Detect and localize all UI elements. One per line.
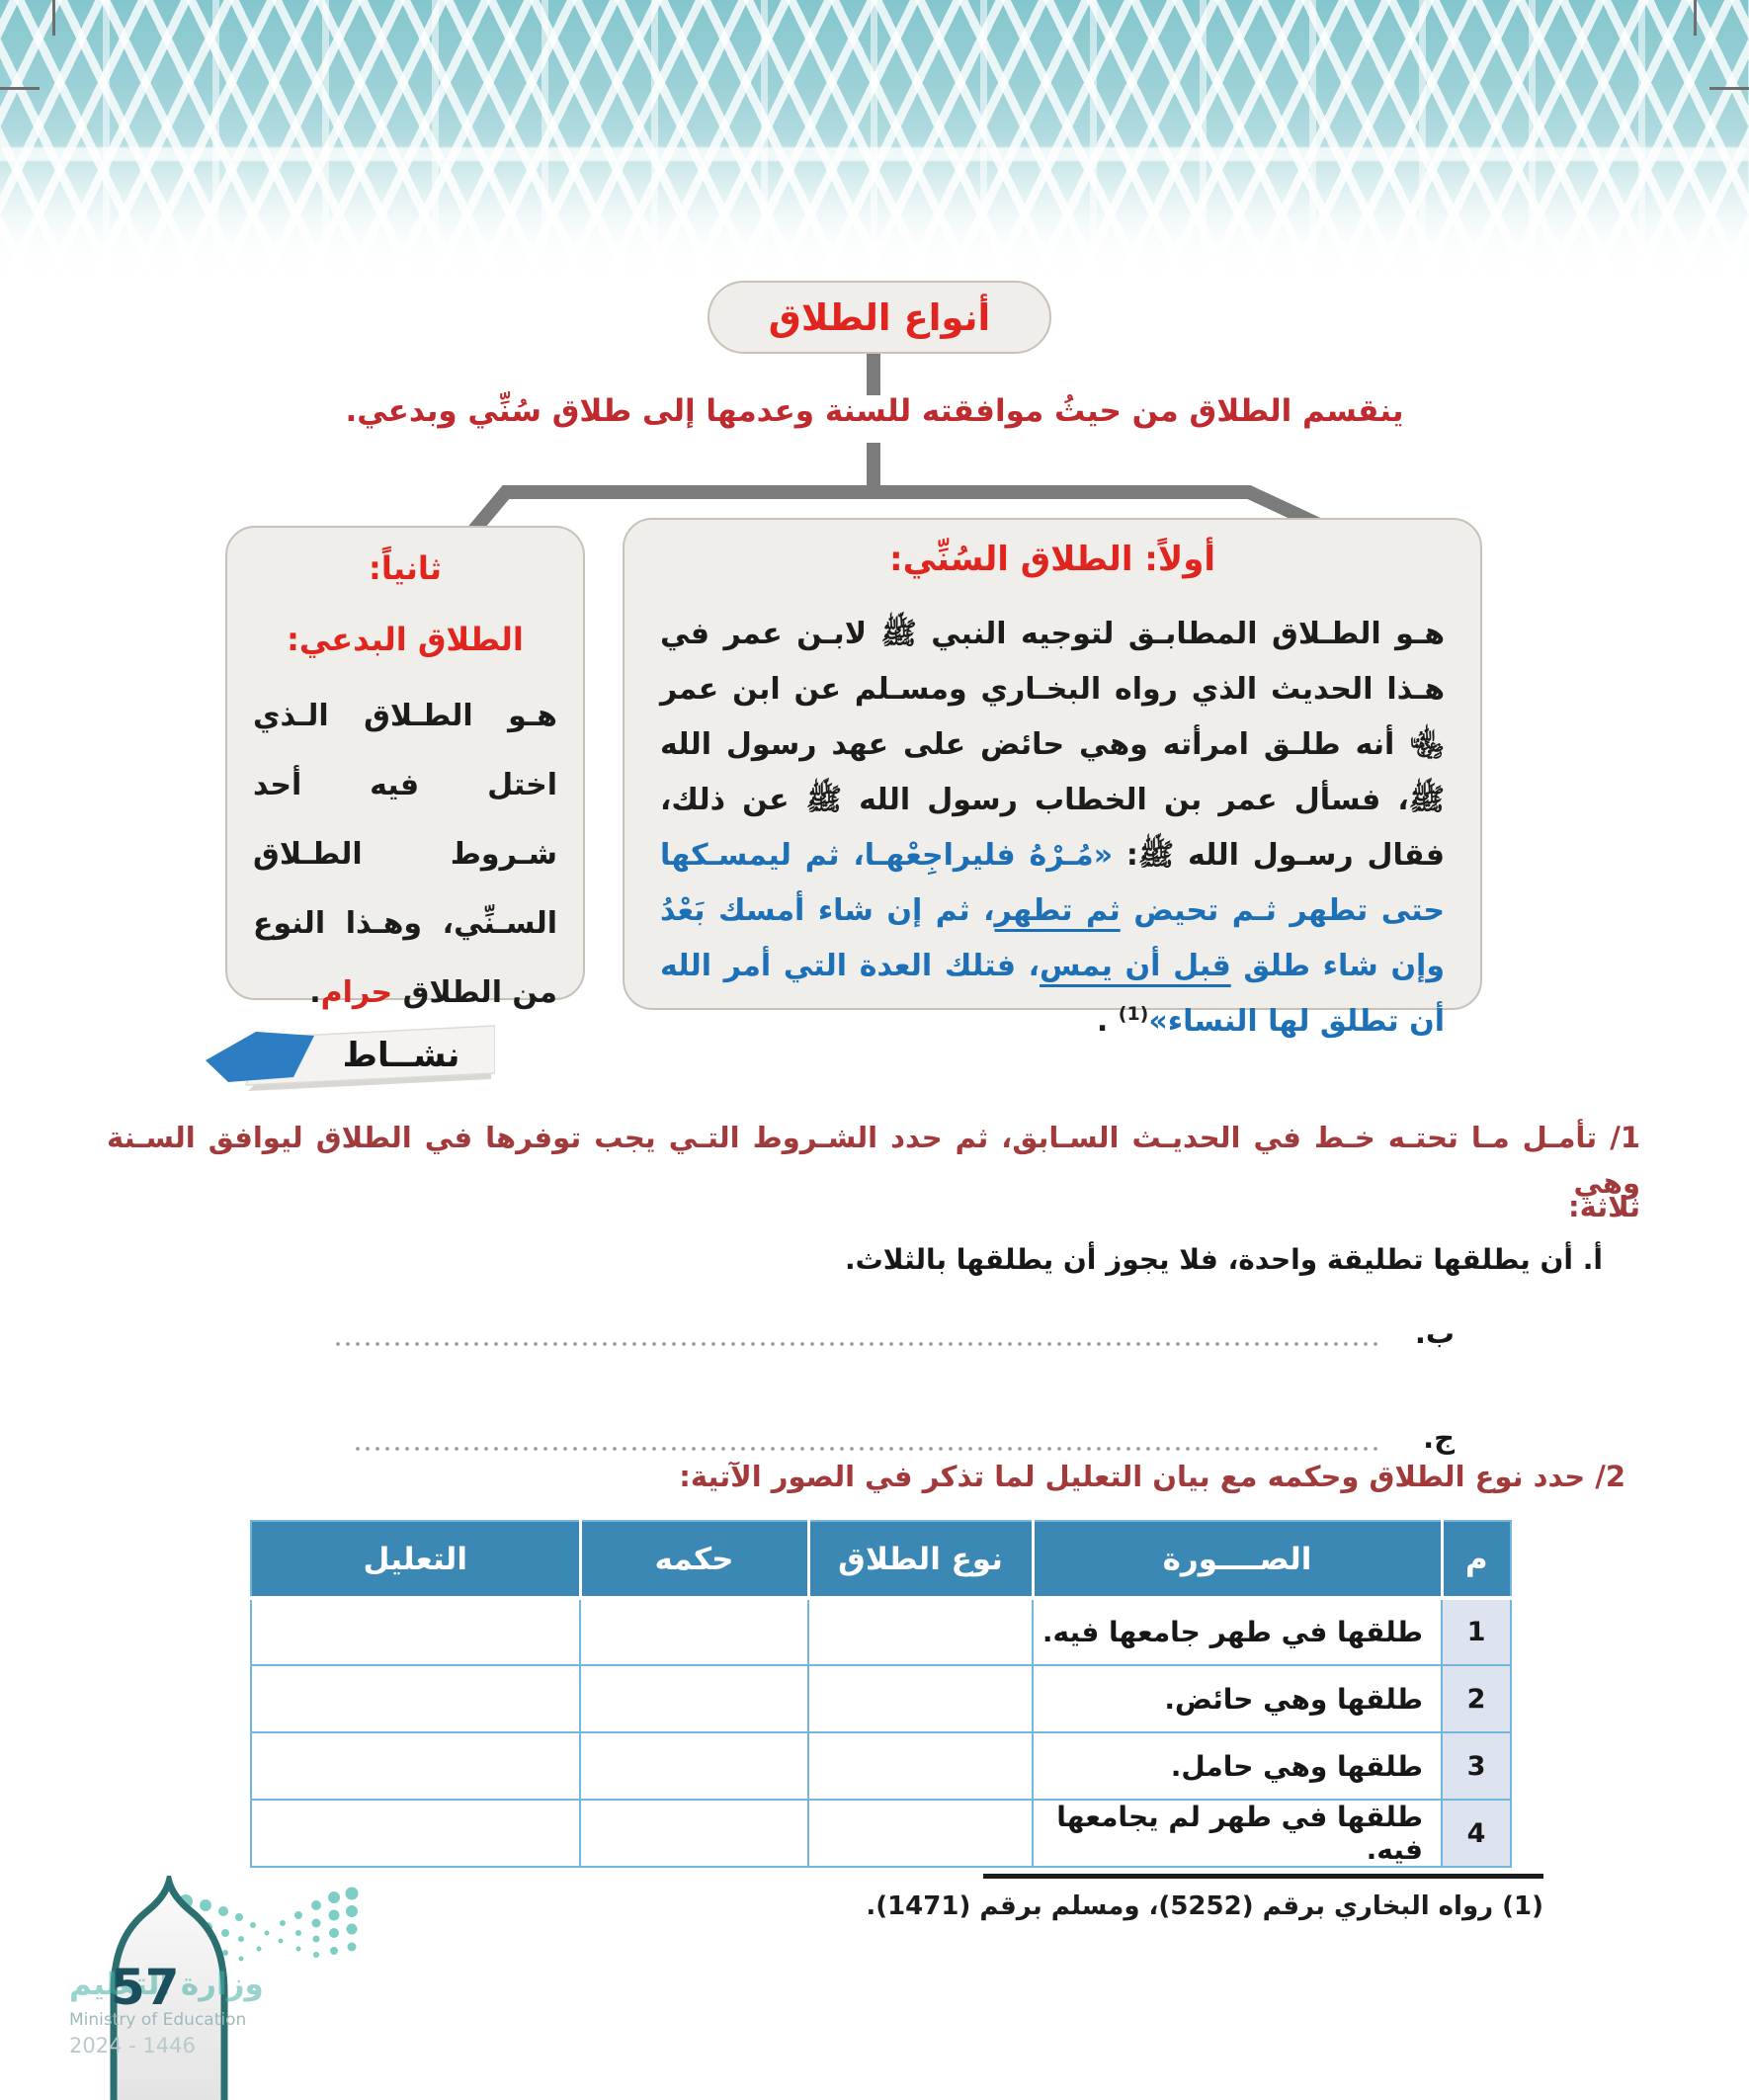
bidi-box-heading-1: ثانياً:	[369, 549, 442, 587]
diagram-subtitle: ينقسم الطلاق من حيثُ موافقته للسنة وعدمه…	[345, 393, 1404, 429]
answer-cell-ruling	[579, 1799, 809, 1868]
activity-q1-cont: ثلاثة:	[1568, 1190, 1640, 1223]
row-case: طلقها وهي حائض.	[1032, 1664, 1443, 1733]
ribbon-arrow-icon	[206, 1032, 314, 1082]
hadith-part: ، ثم إن شاء أمسك بَعْدُ وإن شاء طلق	[660, 893, 1445, 983]
answer-item-a: أ. أن يطلقها تطليقة واحدة، فلا يجوز أن ي…	[845, 1243, 1603, 1276]
table-row: 2 طلقها وهي حائض.	[250, 1664, 1512, 1733]
answer-cell-reason	[250, 1731, 581, 1801]
sunni-body-intro: هـو الطـلاق المطابـق لتوجيه النبي ﷺ لابـ…	[660, 617, 1445, 873]
hadith-part: ، فتلك العدة التي أمر الله أن تطلق لها ا…	[660, 949, 1445, 1039]
answer-cell-type	[807, 1799, 1034, 1868]
closing-period: .	[1096, 1004, 1119, 1039]
answer-item-c: ج.	[348, 1421, 1455, 1461]
divorce-cases-table: م الصــــورة نوع الطلاق حكمه التعليل 1 ط…	[250, 1520, 1512, 1868]
activity-q2: 2/ حدد نوع الطلاق وحكمه مع بيان التعليل …	[679, 1460, 1625, 1493]
row-number: 4	[1441, 1799, 1512, 1868]
answer-cell-ruling	[579, 1597, 809, 1666]
activity-q1: 1/ تأمـل مـا تحتـه خـط في الحديـث السـاب…	[107, 1121, 1640, 1200]
item-b-mark: ب.	[1414, 1316, 1455, 1350]
bidi-divorce-box: ثانياً: الطلاق البدعي: هـو الطـلاق الـذي…	[225, 526, 585, 1010]
answer-cell-reason	[250, 1664, 581, 1733]
answer-cell-type	[807, 1597, 1034, 1666]
islamic-pattern-band	[0, 0, 1749, 301]
col-header-num: م	[1440, 1521, 1511, 1600]
row-case: طلقها في طهر جامعها فيه.	[1032, 1597, 1443, 1666]
ribbon-graphic	[206, 1025, 495, 1091]
footnote-text: (1) رواه البخاري برقم (5252)، ومسلم برقم…	[866, 1891, 1543, 1921]
activity-ribbon: نشــاط	[203, 1024, 495, 1093]
edition-year: 2024 - 1446	[69, 2034, 196, 2058]
item-c-mark: ج.	[1423, 1421, 1455, 1455]
answer-item-b: ب.	[328, 1316, 1455, 1356]
ministry-name-english: Ministry of Education	[69, 2010, 247, 2030]
ministry-name-arabic: وزارة التعليم	[69, 1967, 264, 2002]
col-header-reason: التعليل	[251, 1521, 580, 1600]
bidi-box-heading-2: الطلاق البدعي:	[287, 621, 524, 658]
table-row: 3 طلقها وهي حامل.	[250, 1731, 1512, 1801]
answer-cell-reason	[250, 1597, 581, 1666]
answer-cell-ruling	[579, 1664, 809, 1733]
answer-dots-line	[351, 1445, 1380, 1453]
sunni-box-heading: أولاً: الطلاق السُنِّي:	[888, 540, 1216, 579]
table-row: 1 طلقها في طهر جامعها فيه.	[250, 1597, 1512, 1666]
answer-cell-reason	[250, 1799, 581, 1868]
crop-mark	[0, 87, 40, 90]
row-case: طلقها في طهر لم يجامعها فيه.	[1032, 1799, 1443, 1868]
row-number: 1	[1441, 1597, 1512, 1666]
bidi-body-text: هـو الطـلاق الـذي اختل فيه أحد شـروط الط…	[253, 699, 557, 1010]
hadith-text: «مُـرْهُ فليراجِعْهـا، ثم ليمسـكها حتى ت…	[660, 838, 1445, 1039]
hadith-part: «مُـرْهُ فليراجِعْهـا، ثم ليمسـكها حتى ت…	[660, 838, 1445, 928]
row-number: 2	[1441, 1664, 1512, 1733]
crop-mark	[1694, 0, 1697, 36]
row-case: طلقها وهي حامل.	[1032, 1731, 1443, 1801]
ministry-logo: وزارة التعليم 57 Ministry of Education 2…	[40, 1876, 366, 2100]
col-header-case: الصــــورة	[1031, 1521, 1442, 1600]
bidi-box-body: هـو الطـلاق الـذي اختل فيه أحد شـروط الط…	[253, 682, 557, 1028]
footnote-divider	[983, 1874, 1543, 1879]
answer-cell-ruling	[579, 1731, 809, 1801]
sunni-divorce-box: أولاً: الطلاق السُنِّي: هـو الطـلاق المط…	[623, 518, 1482, 1039]
ministry-logo-graphic	[110, 1876, 359, 2100]
answer-cell-type	[807, 1731, 1034, 1801]
sunni-box-body: هـو الطـلاق المطابـق لتوجيه النبي ﷺ لابـ…	[660, 607, 1445, 1050]
answer-dots-line	[331, 1340, 1380, 1348]
crop-mark	[52, 0, 55, 36]
col-header-ruling: حكمه	[578, 1521, 808, 1600]
col-header-type: نوع الطلاق	[806, 1521, 1033, 1600]
answer-cell-type	[807, 1664, 1034, 1733]
footnote-marker: (1)	[1118, 1003, 1149, 1025]
arch-icon	[110, 1876, 228, 2100]
diagram-title: أنواع الطلاق	[768, 295, 991, 339]
table-row: 4 طلقها في طهر لم يجامعها فيه.	[250, 1799, 1512, 1868]
activity-ribbon-label: نشــاط	[342, 1036, 460, 1075]
crop-mark	[1709, 87, 1749, 90]
diagram-title-box: أنواع الطلاق	[708, 281, 1051, 354]
table-header-row: م الصــــورة نوع الطلاق حكمه التعليل	[251, 1521, 1511, 1600]
haram-word: حرام	[320, 975, 393, 1010]
hadith-part-underlined: ثم تطهر	[994, 893, 1121, 928]
hadith-part-underlined: قبل أن يمس	[1040, 949, 1231, 983]
row-number: 3	[1441, 1731, 1512, 1801]
bidi-body-period: .	[309, 975, 321, 1010]
page-number: 57	[111, 1959, 180, 2016]
